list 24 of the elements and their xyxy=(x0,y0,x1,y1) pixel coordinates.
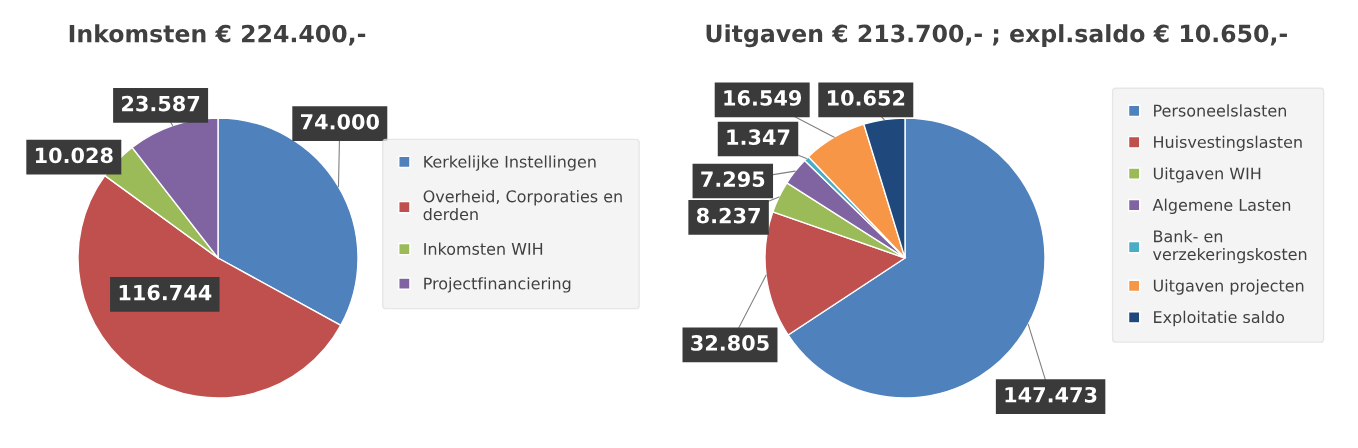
data-label: 8.237 xyxy=(696,207,760,224)
data-label: 32.805 xyxy=(691,335,769,351)
legend-label: Uitgaven WIH xyxy=(1153,167,1261,183)
data-label: 74.000 xyxy=(301,113,379,130)
legend-label: Personeelslasten xyxy=(1154,104,1286,117)
data-label: 10.028 xyxy=(35,147,113,164)
legend-label: Inkomsten WIH xyxy=(424,242,543,255)
legend-label: Kerkelijke Instellingen xyxy=(424,155,596,171)
legend-label: Exploitatie saldo xyxy=(1154,310,1285,327)
data-label: 7.295 xyxy=(701,171,765,188)
data-label: 147.473 xyxy=(1005,386,1097,403)
data-label: 10.652 xyxy=(827,90,905,106)
legend-label: Huisvestingslasten xyxy=(1154,135,1302,152)
chart-title: Inkomsten € 224.400,- xyxy=(69,24,366,46)
data-label: 1.347 xyxy=(727,129,790,146)
chart-title: Uitgaven € 213.700,- ; expl.saldo € 10.650,- xyxy=(706,24,1287,48)
data-label: 16.549 xyxy=(724,90,802,106)
legend-label: Projectfinanciering xyxy=(424,277,571,293)
legend-label: Overheid, Corporaties en derden xyxy=(423,190,622,221)
legend-label: Uitgaven projecten xyxy=(1153,279,1304,295)
legend-label: Bank- en verzekeringskosten xyxy=(1152,230,1307,264)
data-label: 23.587 xyxy=(122,95,200,112)
data-label: 116.744 xyxy=(119,284,212,301)
legend-label: Algemene Lasten xyxy=(1152,198,1291,215)
